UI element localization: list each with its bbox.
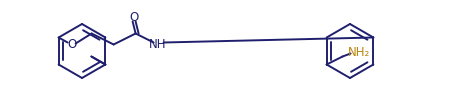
Text: O: O: [129, 11, 138, 24]
Text: NH: NH: [149, 38, 167, 51]
Text: NH₂: NH₂: [347, 46, 370, 59]
Text: O: O: [67, 38, 76, 51]
